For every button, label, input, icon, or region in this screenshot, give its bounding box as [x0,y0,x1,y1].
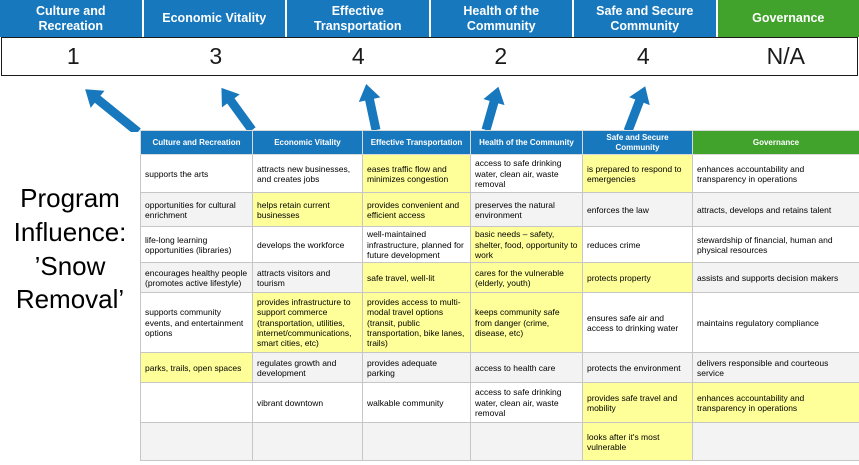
matrix-cell-r1-c6: enhances accountability and transparency… [692,154,859,194]
matrix-cell-r8-c4 [470,422,583,462]
matrix-header-governance: Governance [692,129,859,156]
matrix-header-safe-and-secure-community: Safe and Secure Community [582,129,693,156]
matrix-cell-r3-c3: well-maintained infrastructure, planned … [362,226,471,264]
matrix-cell-r7-c3: walkable community [362,382,471,424]
matrix-cell-r1-c1: supports the arts [140,154,253,194]
matrix-cell-r2-c3: provides convenient and efficient access [362,192,471,228]
matrix-cell-r5-c3: provides access to multi-modal travel op… [362,292,471,354]
up-arrow-icon [623,86,650,132]
matrix-cell-r8-c5: looks after it's most vulnerable [582,422,693,462]
matrix-header-culture-and-recreation: Culture and Recreation [140,129,253,156]
matrix-cell-r4-c5: protects property [582,262,693,294]
page-title: Program Influence: ’Snow Removal’ [13,183,127,315]
matrix-row-2: opportunities for cultural enrichment hel… [140,192,859,228]
matrix-cell-r2-c2: helps retain current businesses [252,192,363,228]
matrix-cell-r2-c1: opportunities for cultural enrichment [140,192,253,228]
influence-matrix: Culture and Recreation Economic Vitality E… [140,129,859,462]
matrix-cell-r4-c2: attracts visitors and tourism [252,262,363,294]
matrix-cell-r2-c6: attracts, develops and retains talent [692,192,859,228]
matrix-row-6: parks, trails, open spaces regulates grow… [140,352,859,384]
matrix-cell-r8-c6 [692,422,859,462]
score-effective-transportation: 4 [351,43,365,69]
up-arrow-icon [358,84,381,131]
matrix-cell-r2-c4: preserves the natural environment [470,192,583,228]
category-banner: Culture and Recreation Economic Vitality E… [0,0,859,37]
matrix-row-4: encourages healthy people (promotes acti… [140,262,859,294]
matrix-cell-r3-c1: life-long learning opportunities (librar… [140,226,253,264]
matrix-cell-r4-c3: safe travel, well-lit [362,262,471,294]
matrix-row-1: supports the arts attracts new businesses… [140,154,859,194]
matrix-cell-r8-c3 [362,422,471,462]
matrix-cell-r3-c5: reduces crime [582,226,693,264]
matrix-cell-r3-c4: basic needs – safety, shelter, food, opp… [470,226,583,264]
matrix-cell-r7-c2: vibrant downtown [252,382,363,424]
matrix-cell-r5-c1: supports community events, and entertain… [140,292,253,354]
score-economic-vitality: 3 [209,43,223,69]
matrix-row-5: supports community events, and entertain… [140,292,859,354]
score-health-of-the-community: 2 [494,43,508,69]
matrix-cell-r2-c5: enforces the law [582,192,693,228]
up-arrow-icon [481,86,505,132]
matrix-cell-r5-c5: ensures safe air and access to drinking … [582,292,693,354]
matrix-cell-r6-c6: delivers responsible and courteous servi… [692,352,859,384]
matrix-cell-r7-c4: access to safe drinking water, clean air… [470,382,583,424]
matrix-cell-r5-c6: maintains regulatory compliance [692,292,859,354]
matrix-cell-r8-c2 [252,422,363,462]
category-header-health-of-the-community: Health of the Community [430,0,574,37]
matrix-cell-r4-c4: cares for the vulnerable (elderly, youth… [470,262,583,294]
matrix-cell-r4-c1: encourages healthy people (promotes acti… [140,262,253,294]
matrix-cell-r5-c2: provides infrastructure to support comme… [252,292,363,354]
matrix-row-8: looks after it's most vulnerable [140,422,859,462]
matrix-cell-r6-c3: provides adequate parking [362,352,471,384]
matrix-header-effective-transportation: Effective Transportation [362,129,471,156]
matrix-header-health-of-the-community: Health of the Community [470,129,583,156]
score-governance: N/A [766,43,805,69]
category-header-culture-and-recreation: Culture and Recreation [0,0,144,37]
matrix-cell-r6-c1: parks, trails, open spaces [140,352,253,384]
matrix-cell-r4-c6: assists and supports decision makers [692,262,859,294]
matrix-cell-r1-c5: is prepared to respond to emergencies [582,154,693,194]
arrow-layer [85,84,650,132]
matrix-cell-r7-c5: provides safe travel and mobility [582,382,693,424]
matrix-cell-r1-c2: attracts new businesses, and creates job… [252,154,363,194]
matrix-header-economic-vitality: Economic Vitality [252,129,363,156]
category-header-safe-and-secure-community: Safe and Secure Community [574,0,718,37]
matrix-cell-r1-c3: eases traffic flow and minimizes congest… [362,154,471,194]
matrix-cell-r6-c4: access to health care [470,352,583,384]
matrix-cell-r1-c4: access to safe drinking water, clean air… [470,154,583,194]
score-safe-and-secure-community: 4 [636,43,650,69]
matrix-cell-r6-c5: protects the environment [582,352,693,384]
up-arrow-icon [221,87,256,132]
matrix-cell-r3-c6: stewardship of financial, human and phys… [692,226,859,264]
matrix-body: supports the arts attracts new businesses… [140,154,859,462]
score-culture-and-recreation: 1 [66,43,80,69]
matrix-header-row: Culture and Recreation Economic Vitality E… [140,129,859,156]
matrix-row-3: life-long learning opportunities (librar… [140,226,859,264]
up-arrow-icon [85,89,141,132]
matrix-cell-r6-c2: regulates growth and development [252,352,363,384]
matrix-row-7: vibrant downtown walkable community access… [140,382,859,424]
matrix-cell-r5-c4: keeps community safe from danger (crime,… [470,292,583,354]
score-row: 1 3 4 2 4 N/A [1,37,858,76]
category-header-governance: Governance [717,0,859,37]
category-header-effective-transportation: Effective Transportation [287,0,431,37]
matrix-cell-r3-c2: develops the workforce [252,226,363,264]
matrix-cell-r8-c1 [140,422,253,462]
matrix-cell-r7-c1 [140,382,253,424]
matrix-cell-r7-c6: enhances accountability and transparency… [692,382,859,424]
category-header-economic-vitality: Economic Vitality [143,0,287,37]
